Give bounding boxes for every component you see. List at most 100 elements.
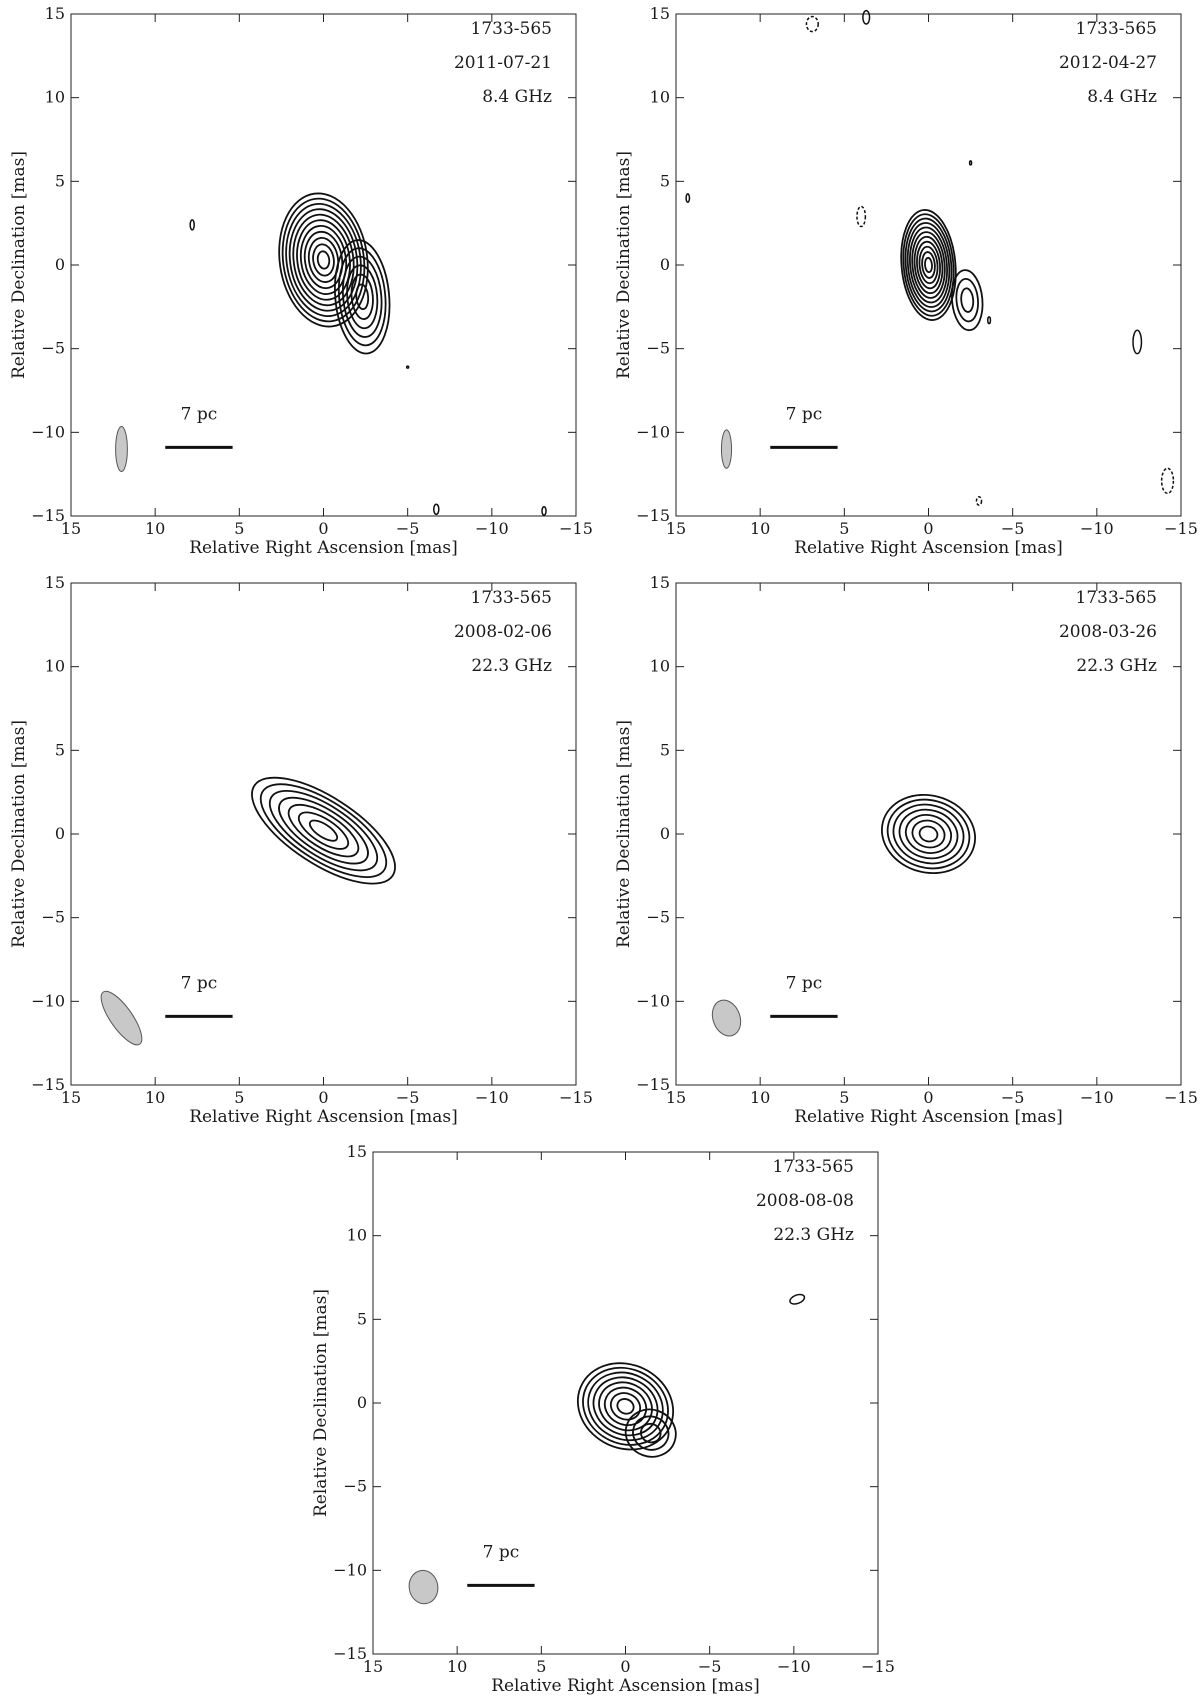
x-tick-label: −10 bbox=[475, 1088, 509, 1107]
contour-level bbox=[640, 1422, 662, 1444]
x-tick-label: −15 bbox=[559, 519, 593, 538]
contour-island bbox=[1132, 329, 1143, 355]
contour-level bbox=[906, 222, 951, 308]
x-tick-label: 0 bbox=[620, 1657, 630, 1676]
contour-island bbox=[541, 506, 547, 516]
contour-level bbox=[960, 287, 975, 313]
contour-level bbox=[278, 192, 369, 328]
contour-level bbox=[297, 811, 350, 850]
contour-island bbox=[685, 193, 691, 203]
y-tick-label: −5 bbox=[41, 339, 65, 358]
y-tick-label: 0 bbox=[55, 824, 65, 843]
y-tick-label: 15 bbox=[347, 1142, 367, 1161]
contour-level bbox=[632, 1415, 670, 1451]
panel-annotation: 2008-03-26 bbox=[1059, 622, 1157, 642]
x-tick-label: 15 bbox=[363, 1657, 383, 1676]
panel-annotation: 8.4 GHz bbox=[1087, 87, 1157, 107]
x-tick-label: −5 bbox=[396, 519, 420, 538]
x-tick-label: −10 bbox=[1080, 1088, 1114, 1107]
x-axis-label: Relative Right Ascension [mas] bbox=[491, 1676, 760, 1696]
y-tick-label: −5 bbox=[646, 908, 670, 927]
contour-level bbox=[902, 213, 955, 317]
panel-annotation: 2008-02-06 bbox=[454, 622, 552, 642]
contour-panel: 15 10 5 0 −5 −10 −15 −15 −10 −5 0 5 10 15 Relative Rig… bbox=[9, 4, 593, 558]
panel-annotation: 22.3 GHz bbox=[471, 656, 552, 676]
contour-level bbox=[624, 1408, 677, 1458]
y-tick-label: −5 bbox=[343, 1477, 367, 1496]
x-axis-label: Relative Right Ascension [mas] bbox=[794, 1107, 1063, 1127]
restoring-beam bbox=[100, 990, 143, 1046]
scale-bar-label: 7 pc bbox=[786, 973, 823, 993]
contour-island bbox=[405, 365, 410, 369]
x-tick-label: −5 bbox=[1001, 519, 1025, 538]
contour-level bbox=[337, 247, 387, 347]
x-tick-label: 10 bbox=[145, 519, 165, 538]
panel-annotation: 1733-565 bbox=[1076, 19, 1157, 39]
y-tick-label: 10 bbox=[45, 88, 65, 107]
contour-level bbox=[592, 1376, 659, 1437]
contour-island bbox=[862, 9, 871, 25]
restoring-beam bbox=[720, 429, 733, 469]
contour-level bbox=[316, 250, 331, 270]
y-tick-label: 10 bbox=[45, 657, 65, 676]
x-tick-label: −5 bbox=[1001, 1088, 1025, 1107]
contour-island bbox=[987, 316, 992, 325]
y-tick-label: 0 bbox=[660, 255, 670, 274]
y-tick-label: 15 bbox=[45, 4, 65, 23]
x-tick-label: −15 bbox=[559, 1088, 593, 1107]
x-tick-label: 5 bbox=[839, 1088, 849, 1107]
y-tick-label: −15 bbox=[333, 1644, 367, 1663]
contour-level bbox=[921, 251, 936, 279]
x-tick-label: 5 bbox=[234, 519, 244, 538]
x-tick-label: 5 bbox=[234, 1088, 244, 1107]
x-tick-label: −10 bbox=[475, 519, 509, 538]
panel-annotation: 2008-08-08 bbox=[756, 1191, 854, 1211]
contour-level bbox=[616, 1398, 635, 1415]
x-tick-label: 10 bbox=[750, 1088, 770, 1107]
contour-level bbox=[307, 237, 340, 283]
negative-contour bbox=[856, 205, 867, 228]
restoring-beam bbox=[711, 999, 742, 1037]
contour-level bbox=[288, 208, 359, 312]
y-tick-label: 5 bbox=[55, 171, 65, 190]
contour-level bbox=[911, 231, 946, 299]
y-tick-label: 5 bbox=[357, 1309, 367, 1328]
scale-bar-label: 7 pc bbox=[483, 1542, 520, 1562]
contour-level bbox=[892, 803, 965, 865]
contour-level bbox=[292, 213, 355, 307]
x-tick-label: 0 bbox=[318, 1088, 328, 1107]
contour-level bbox=[898, 808, 959, 860]
y-axis-label: Relative Declination [mas] bbox=[9, 151, 29, 379]
x-tick-label: −10 bbox=[1080, 519, 1114, 538]
contour-level bbox=[609, 1392, 642, 1421]
negative-contour bbox=[1160, 467, 1175, 495]
contour-level bbox=[346, 264, 379, 330]
y-tick-label: 5 bbox=[55, 740, 65, 759]
contour-level bbox=[259, 783, 388, 879]
contour-level bbox=[904, 217, 953, 313]
y-tick-label: −10 bbox=[31, 991, 65, 1010]
contour-panel: 15 10 5 0 −5 −10 −15 −15 −10 −5 0 5 10 15 Relative Rig… bbox=[614, 4, 1198, 558]
contour-panel: 15 10 5 0 −5 −10 −15 −15 −10 −5 0 5 10 15 Relative Rig… bbox=[614, 573, 1198, 1127]
x-tick-label: −5 bbox=[396, 1088, 420, 1107]
contour-panel: 15 10 5 0 −5 −10 −15 −15 −10 −5 0 5 10 15 Relative Rig… bbox=[9, 573, 593, 1127]
contour-level bbox=[880, 793, 977, 875]
y-tick-label: −10 bbox=[31, 422, 65, 441]
x-tick-label: 0 bbox=[923, 519, 933, 538]
contour-level bbox=[950, 269, 984, 332]
x-tick-label: −15 bbox=[861, 1657, 895, 1676]
contour-level bbox=[603, 1386, 648, 1426]
y-tick-label: 0 bbox=[660, 824, 670, 843]
scale-bar-label: 7 pc bbox=[181, 404, 218, 424]
contour-level bbox=[900, 209, 957, 321]
panel-annotation: 2012-04-27 bbox=[1059, 53, 1157, 73]
contour-level bbox=[312, 243, 335, 277]
contour-level bbox=[576, 1362, 675, 1451]
contour-level bbox=[303, 230, 344, 290]
y-tick-label: 15 bbox=[650, 573, 670, 592]
contour-level bbox=[913, 235, 944, 295]
contour-level bbox=[268, 789, 379, 872]
x-tick-label: 0 bbox=[318, 519, 328, 538]
contour-island bbox=[968, 160, 973, 166]
x-tick-label: 5 bbox=[839, 519, 849, 538]
